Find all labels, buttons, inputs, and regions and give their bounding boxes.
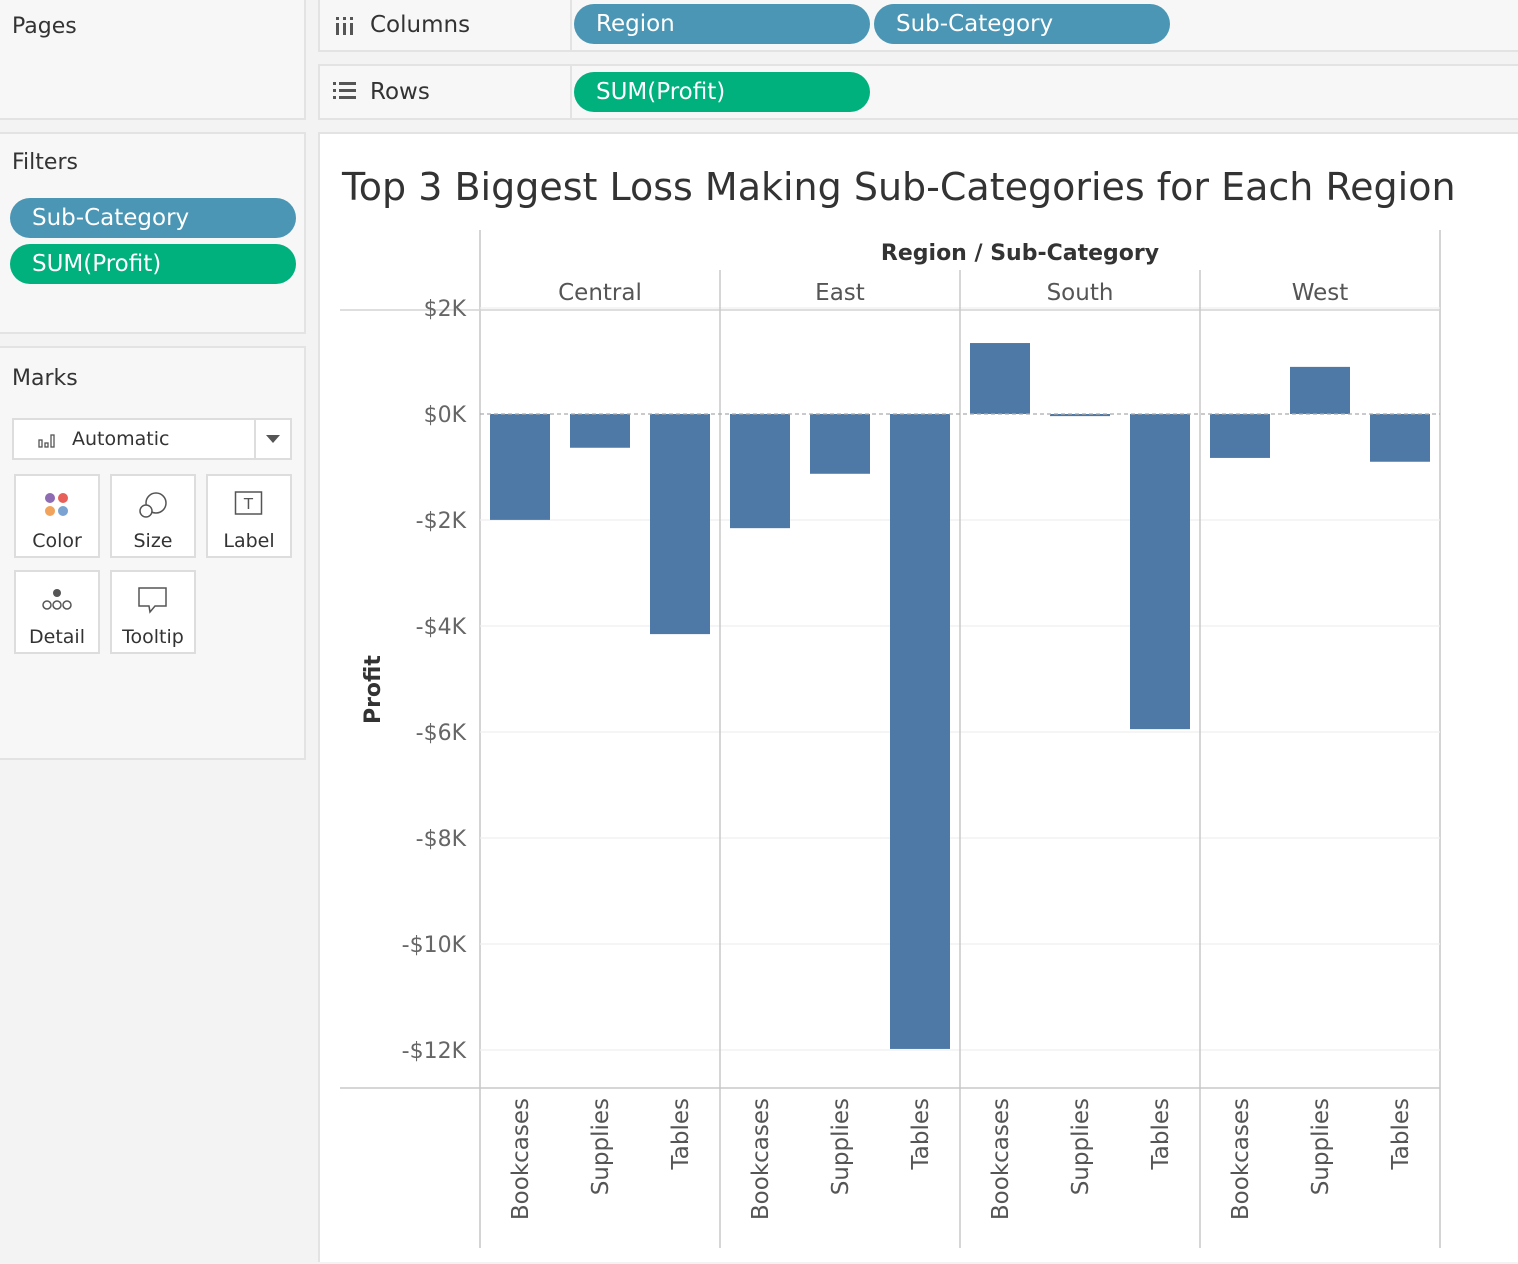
pages-panel: Pages [0,0,306,120]
y-axis-title: Profit [361,655,386,724]
size-icon [139,492,167,518]
color-card-label: Color [32,530,82,552]
detail-card[interactable]: Detail [14,570,100,654]
bar-south-tables[interactable] [1130,414,1190,730]
bar-east-supplies[interactable] [810,414,870,474]
category-label: Bookcases [1228,1098,1254,1220]
bar-chart-icon [38,434,55,448]
bar-south-supplies[interactable] [1050,414,1110,417]
rows-icon [333,82,356,99]
mark-type-dropdown[interactable]: Automatic [12,418,292,460]
y-tick-label: -$2K [416,509,467,534]
region-header-central: Central [558,280,642,306]
category-label: Tables [1388,1098,1414,1170]
mark-type-label: Automatic [72,428,170,450]
bar-west-supplies[interactable] [1290,366,1350,414]
category-label: Supplies [828,1098,854,1195]
category-label: Supplies [1068,1098,1094,1195]
size-card[interactable]: Size [110,474,196,558]
category-label: Bookcases [748,1098,774,1220]
chevron-down-icon[interactable] [266,435,280,445]
size-card-label: Size [133,530,173,552]
color-card[interactable]: Color [14,474,100,558]
marks-title: Marks [12,366,78,391]
y-tick-label: $2K [424,297,467,322]
detail-card-label: Detail [29,626,85,648]
chart-title: Top 3 Biggest Loss Making Sub-Categories… [341,165,1456,209]
filter-pill-sum-profit[interactable]: SUM(Profit) [10,244,296,284]
y-tick-label: -$8K [416,827,467,852]
y-tick-label: $0K [424,403,467,428]
y-tick-label: -$4K [416,615,467,640]
category-label: Tables [908,1098,934,1170]
columns-shelf[interactable]: Columns Region Sub-Category [318,0,1518,52]
rows-label: Rows [370,79,430,105]
bar-east-tables[interactable] [890,414,950,1049]
marks-panel: Marks Automatic Color Size T Label [0,346,306,760]
row-pill-sum-profit[interactable]: SUM(Profit) [574,72,870,112]
bar-central-tables[interactable] [650,414,710,635]
tooltip-card-label: Tooltip [122,626,184,648]
columns-label: Columns [370,12,471,38]
bar-east-bookcases[interactable] [730,414,790,529]
category-label: Supplies [588,1098,614,1195]
color-icon [45,493,68,516]
svg-text:T: T [243,495,254,513]
category-label: Bookcases [508,1098,534,1220]
y-tick-label: -$12K [402,1039,467,1064]
rows-shelf[interactable]: Rows SUM(Profit) [318,64,1518,120]
chart-view: Top 3 Biggest Loss Making Sub-Categories… [318,132,1518,1262]
filter-pill-sub-category[interactable]: Sub-Category [10,198,296,238]
bar-south-bookcases[interactable] [970,343,1030,414]
y-tick-label: -$6K [416,721,467,746]
column-pill-sub-category[interactable]: Sub-Category [874,4,1170,44]
label-card[interactable]: T Label [206,474,292,558]
y-tick-label: -$10K [402,933,467,958]
category-label: Supplies [1308,1098,1334,1195]
region-header-south: South [1047,280,1114,306]
bar-central-bookcases[interactable] [490,414,550,520]
bar-west-tables[interactable] [1370,414,1430,462]
chart-header: Region / Sub-Category [881,241,1159,266]
columns-icon [336,17,353,35]
column-pill-region[interactable]: Region [574,4,870,44]
pages-title: Pages [12,14,77,39]
profit-bar-chart: Top 3 Biggest Loss Making Sub-Categories… [340,165,1456,1248]
tooltip-icon [138,587,167,614]
bar-central-supplies[interactable] [570,414,630,448]
category-label: Bookcases [988,1098,1014,1220]
category-label: Tables [1148,1098,1174,1170]
region-header-west: West [1292,280,1349,306]
text-label-icon: T [234,491,263,515]
bar-west-bookcases[interactable] [1210,414,1270,458]
filters-title: Filters [12,150,78,175]
tooltip-card[interactable]: Tooltip [110,570,196,654]
label-card-label: Label [223,530,275,552]
category-label: Tables [668,1098,694,1170]
filters-panel: Filters Sub-Category SUM(Profit) [0,132,306,334]
region-header-east: East [815,280,865,306]
detail-icon [42,589,72,610]
